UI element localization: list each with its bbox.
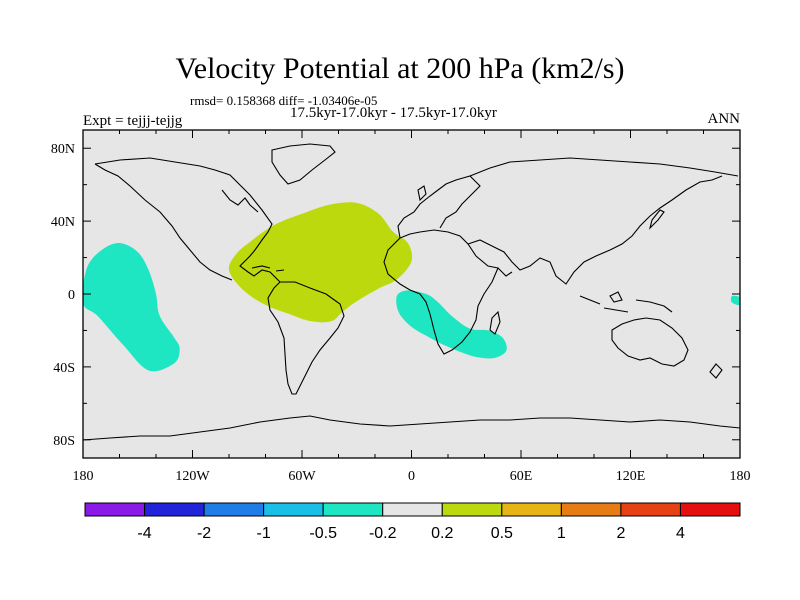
- x-tick-label: 60W: [288, 469, 316, 484]
- season-label: ANN: [707, 111, 741, 127]
- colorbar-label: -0.5: [309, 525, 337, 542]
- colorbar-box: [382, 502, 443, 517]
- y-tick-label: 0: [68, 288, 75, 303]
- x-tick-label: 0: [408, 469, 415, 484]
- colorbar-label: 4: [676, 525, 685, 542]
- colorbar-label: -1: [257, 525, 271, 542]
- colorbar-label: -4: [137, 525, 151, 542]
- colorbar-box: [679, 502, 741, 517]
- colorbar: -4 -2 -1 -0.5 -0.2 0.2 0.5 1 2 4: [84, 502, 741, 542]
- x-tick-label: 180: [730, 469, 751, 484]
- y-tick-label: 80S: [53, 434, 75, 449]
- colorbar-box: [203, 502, 265, 517]
- colorbar-label: 0.5: [491, 525, 513, 542]
- chart-subtitle: 17.5kyr-17.0kyr - 17.5kyr-17.0kyr: [290, 105, 497, 121]
- experiment-label: Expt = tejjj-tejjg: [83, 113, 183, 129]
- region-atlantic-positive: [228, 202, 413, 323]
- coastlines: [83, 143, 740, 441]
- y-tick-label: 80N: [51, 142, 75, 157]
- contour-regions: [83, 202, 740, 372]
- x-axis: 180 120W 60W 0 60E 120E 180: [73, 130, 751, 484]
- region-south-atlantic-indian-negative: [396, 290, 507, 359]
- colorbar-label: 0.2: [431, 525, 453, 542]
- colorbar-label: 2: [616, 525, 625, 542]
- colorbar-box: [560, 502, 622, 517]
- colorbar-box: [441, 502, 503, 517]
- colorbar-box: [144, 502, 205, 517]
- chart-title: Velocity Potential at 200 hPa (km2/s): [175, 52, 625, 85]
- colorbar-label: -0.2: [369, 525, 397, 542]
- colorbar-box: [620, 502, 681, 517]
- y-tick-label: 40N: [51, 215, 75, 230]
- colorbar-label: -2: [197, 525, 211, 542]
- stats-line: rmsd= 0.158368 diff= -1.03406e-05: [190, 93, 378, 108]
- region-east-pacific-negative: [83, 242, 180, 372]
- colorbar-box: [84, 502, 146, 517]
- y-axis: 80N 40N 0 40S 80S: [51, 142, 740, 449]
- x-tick-label: 120W: [175, 469, 210, 484]
- colorbar-box: [322, 502, 384, 517]
- x-tick-label: 60E: [510, 469, 533, 484]
- x-tick-label: 120E: [616, 469, 646, 484]
- region-west-pacific-negative: [730, 295, 740, 306]
- x-tick-label: 180: [73, 469, 94, 484]
- y-tick-label: 40S: [53, 361, 75, 376]
- colorbar-label: 1: [557, 525, 566, 542]
- colorbar-box: [501, 502, 562, 517]
- colorbar-box: [263, 502, 324, 517]
